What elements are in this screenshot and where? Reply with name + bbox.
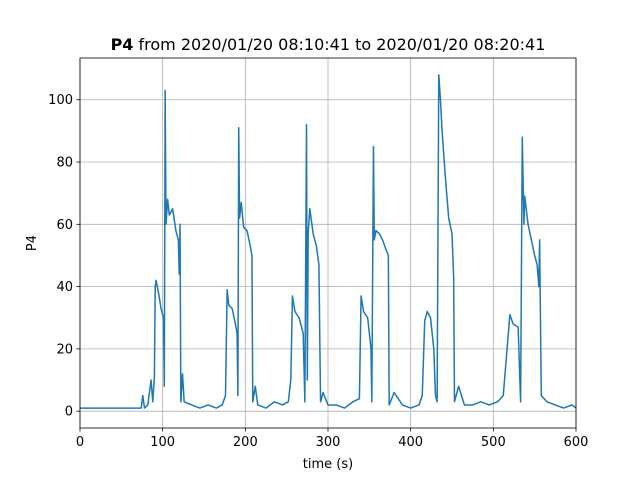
- x-tick-label: 200: [233, 435, 258, 450]
- x-axis-label: time (s): [303, 457, 353, 472]
- title-text: from 2020/01/20 08:10:41 to 2020/01/20 0…: [139, 35, 546, 54]
- x-tick-label: 300: [316, 435, 341, 450]
- x-tick-label: 600: [564, 435, 589, 450]
- y-tick-label: 0: [65, 405, 73, 420]
- x-tick-label: 0: [76, 435, 84, 450]
- x-tick-label: 100: [150, 435, 175, 450]
- y-tick-label: 80: [56, 156, 73, 171]
- y-tick-label: 60: [56, 218, 73, 233]
- y-axis-label: P4: [25, 235, 40, 251]
- y-tick-label: 40: [56, 280, 73, 295]
- axes-frame: [79, 57, 577, 429]
- plot-area: 0 100 200 300 400 500 600 0 20 40 60 80 100: [48, 57, 589, 450]
- data-line: [80, 74, 577, 409]
- x-tick-label: 400: [398, 435, 423, 450]
- y-tick-label: 20: [56, 342, 73, 357]
- x-tick-label: 500: [481, 435, 506, 450]
- y-tick-label: 100: [48, 93, 73, 108]
- title-bold: P4: [111, 35, 134, 54]
- chart-title: P4 from 2020/01/20 08:10:41 to 2020/01/2…: [111, 35, 546, 54]
